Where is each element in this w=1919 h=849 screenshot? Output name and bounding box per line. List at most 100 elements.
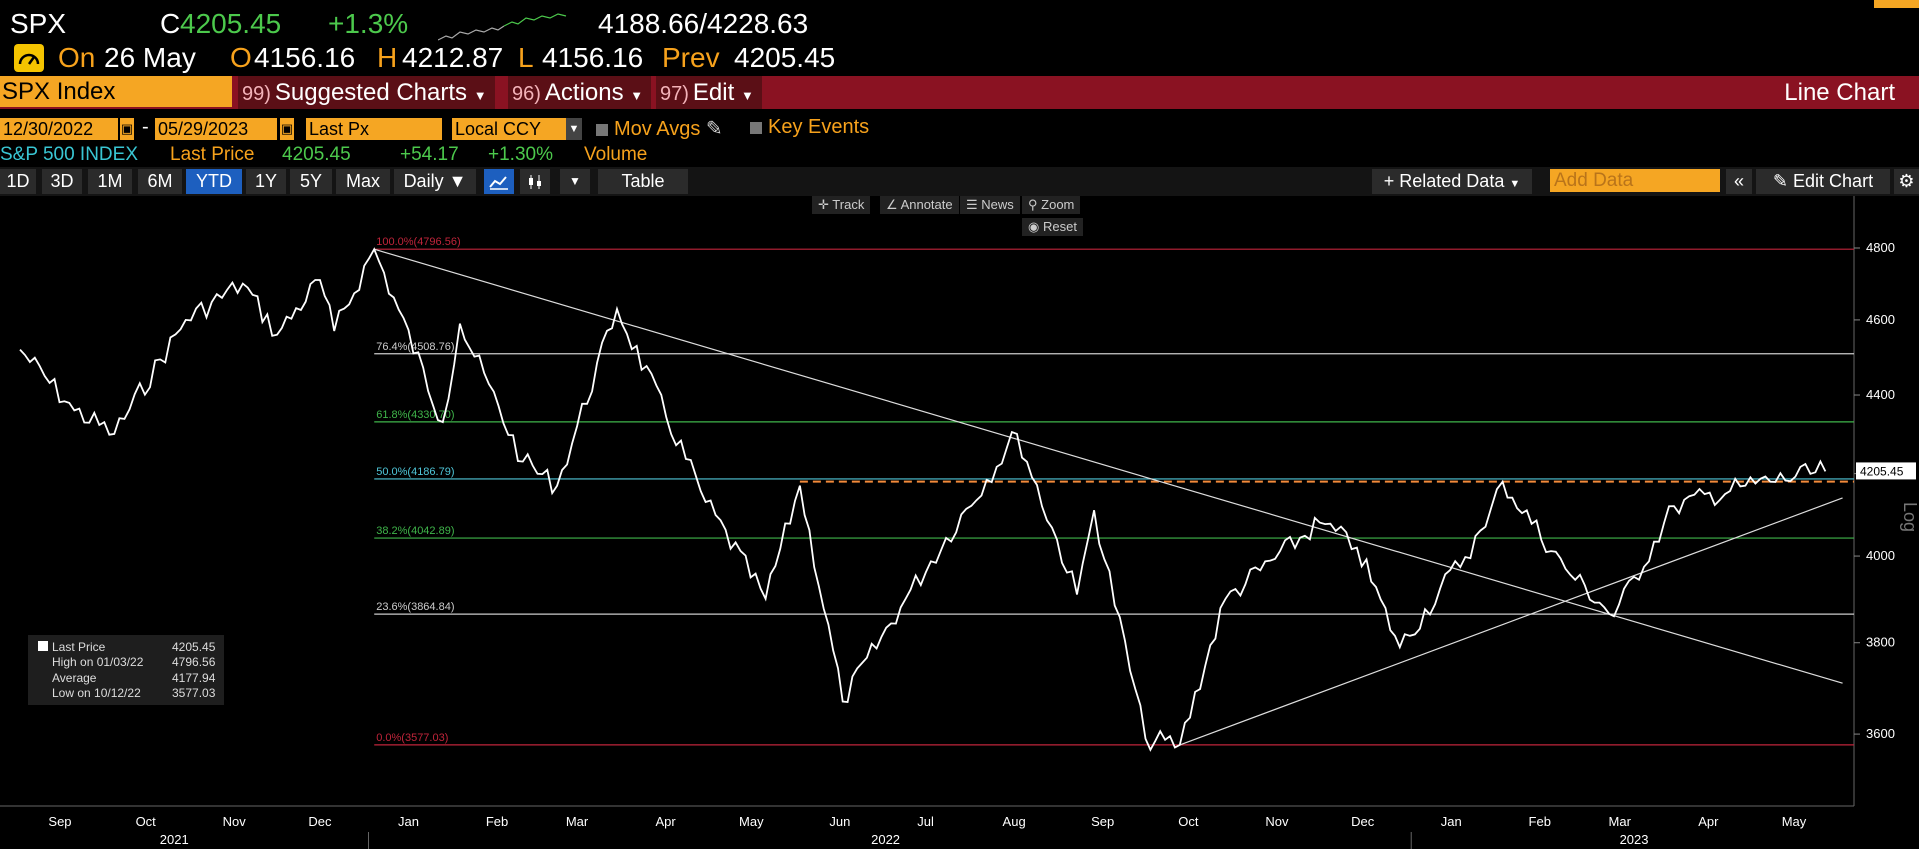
calendar-icon[interactable]: ▣ <box>120 118 134 140</box>
line-chart-icon[interactable] <box>484 169 514 194</box>
high-label: H <box>377 42 398 73</box>
frequency-label: Daily <box>403 171 444 191</box>
legend-average: 4177.94 <box>172 671 216 685</box>
chart-style-dropdown-icon[interactable]: ▼ <box>560 169 590 194</box>
reset-label: Reset <box>1042 219 1077 234</box>
gear-icon[interactable]: ⚙ <box>1894 169 1919 194</box>
y-tick-label: 4000 <box>1866 548 1895 563</box>
key-events-label: Key Events <box>768 116 870 138</box>
chevron-down-icon: ▼ <box>740 88 754 103</box>
period-ytd[interactable]: YTD <box>186 169 242 194</box>
x-year-label: 2021 <box>160 832 189 847</box>
period-6m[interactable]: 6M <box>138 169 182 194</box>
x-month-label: Dec <box>308 814 332 829</box>
period-5y[interactable]: 5Y <box>290 169 332 194</box>
edit-chart-label: Edit Chart <box>1793 171 1874 191</box>
start-date-field[interactable]: 12/30/2022 <box>0 118 118 140</box>
series-last-price: 4205.45 <box>282 144 351 165</box>
period-1m[interactable]: 1M <box>88 169 132 194</box>
trendline <box>1179 497 1843 746</box>
x-month-label: Sep <box>48 814 71 829</box>
reset-icon: ◉ <box>1028 219 1040 234</box>
low-value: 4156.16 <box>542 42 644 73</box>
plus-icon: + <box>1383 171 1395 191</box>
change-percent: +1.3% <box>328 8 409 39</box>
annotate-label: Annotate <box>900 197 953 212</box>
suggested-charts-button[interactable]: 99) Suggested Charts ▼ <box>238 76 495 109</box>
bid-ask: 4188.66/4228.63 <box>598 8 809 39</box>
magnifier-icon: ⚲ <box>1028 197 1038 212</box>
end-date-field[interactable]: 05/29/2023 <box>155 118 277 140</box>
period-max[interactable]: Max <box>336 169 390 194</box>
track-label: Track <box>832 197 865 212</box>
related-data-button[interactable]: + Related Data ▼ <box>1372 169 1532 194</box>
x-month-label: Oct <box>136 814 157 829</box>
mov-avgs-toggle[interactable]: Mov Avgs ✎ <box>596 116 723 141</box>
edit-chart-button[interactable]: ✎ Edit Chart <box>1756 169 1890 194</box>
edit-button[interactable]: 97) Edit ▼ <box>656 76 762 109</box>
legend-average-label: Average <box>52 671 97 685</box>
y-tick-label: 3600 <box>1866 726 1895 741</box>
zoom-button[interactable]: ⚲ Zoom <box>1022 196 1081 214</box>
sparkline-icon <box>438 13 567 41</box>
volume-label: Volume <box>584 144 648 165</box>
last-price: 4205.45 <box>180 8 282 39</box>
add-data-input[interactable]: Add Data <box>1550 169 1720 192</box>
window-accent <box>1874 0 1919 8</box>
currency-select[interactable]: Local CCY <box>452 118 566 140</box>
table-button[interactable]: Table <box>598 169 688 194</box>
track-button[interactable]: ✛ Track <box>812 196 871 214</box>
period-1d[interactable]: 1D <box>0 169 36 194</box>
calendar-icon[interactable]: ▣ <box>280 118 294 140</box>
speedometer-icon[interactable] <box>14 44 44 72</box>
date-dash: - <box>142 116 149 138</box>
fib-level-label: 50.0%(4186.79) <box>376 466 454 478</box>
fib-level-label: 100.0%(4796.56) <box>376 236 460 248</box>
legend-high: 4796.56 <box>172 655 216 669</box>
last-value-tag-text: 4205.45 <box>1860 464 1904 478</box>
reset-button[interactable]: ◉ Reset <box>1022 218 1083 236</box>
period-1y[interactable]: 1Y <box>246 169 286 194</box>
annotate-button[interactable]: ∠ Annotate <box>880 196 959 214</box>
actions-button[interactable]: 96) Actions ▼ <box>508 76 652 109</box>
pencil-icon[interactable]: ✎ <box>705 118 723 140</box>
price-field-select[interactable]: Last Px <box>306 118 442 140</box>
x-month-label: Jan <box>398 814 419 829</box>
chevron-down-icon: ▼ <box>630 88 644 103</box>
x-month-label: Jan <box>1441 814 1462 829</box>
news-button[interactable]: ☰ News <box>960 196 1020 214</box>
prev-label: Prev <box>662 42 720 73</box>
pencil-icon: ✎ <box>1772 171 1789 191</box>
x-month-label: May <box>739 814 764 829</box>
last-value-tag <box>1856 462 1916 480</box>
crosshair-icon: ✛ <box>818 197 829 212</box>
legend-last-price-label: Last Price <box>38 640 105 654</box>
suggested-charts-num: 99) <box>242 83 271 105</box>
key-events-toggle[interactable]: Key Events <box>750 116 869 139</box>
frequency-select[interactable]: Daily ▼ <box>394 169 476 194</box>
x-month-label: May <box>1782 814 1807 829</box>
ticker-symbol: SPX <box>10 8 67 39</box>
checkbox-icon <box>596 123 608 136</box>
quote-date: 26 May <box>104 42 196 73</box>
security-field[interactable]: SPX Index <box>0 76 232 107</box>
x-month-label: Apr <box>655 814 676 829</box>
x-year-label: 2022 <box>871 832 900 847</box>
x-month-label: Nov <box>1265 814 1289 829</box>
legend-low-label: Low on 10/12/22 <box>52 686 141 700</box>
zoom-label: Zoom <box>1041 197 1075 212</box>
x-month-label: Feb <box>486 814 508 829</box>
fib-level-label: 0.0%(3577.03) <box>376 732 448 744</box>
high-value: 4212.87 <box>402 42 504 73</box>
period-3d[interactable]: 3D <box>42 169 82 194</box>
chevron-down-icon[interactable]: ▼ <box>566 118 582 140</box>
chart-type-label: Line Chart <box>1784 79 1895 106</box>
collapse-left-icon[interactable]: « <box>1726 169 1752 194</box>
price-chart[interactable]: 3600380040004200440046004800100.0%(4796.… <box>0 196 1919 849</box>
x-month-label: Apr <box>1698 814 1719 829</box>
fib-level-label: 76.4%(4508.76) <box>376 341 454 353</box>
mov-avgs-label: Mov Avgs <box>614 118 701 140</box>
candlestick-icon[interactable] <box>520 169 550 194</box>
log-scale-label: Log <box>1900 502 1919 532</box>
checkbox-icon <box>750 121 762 134</box>
